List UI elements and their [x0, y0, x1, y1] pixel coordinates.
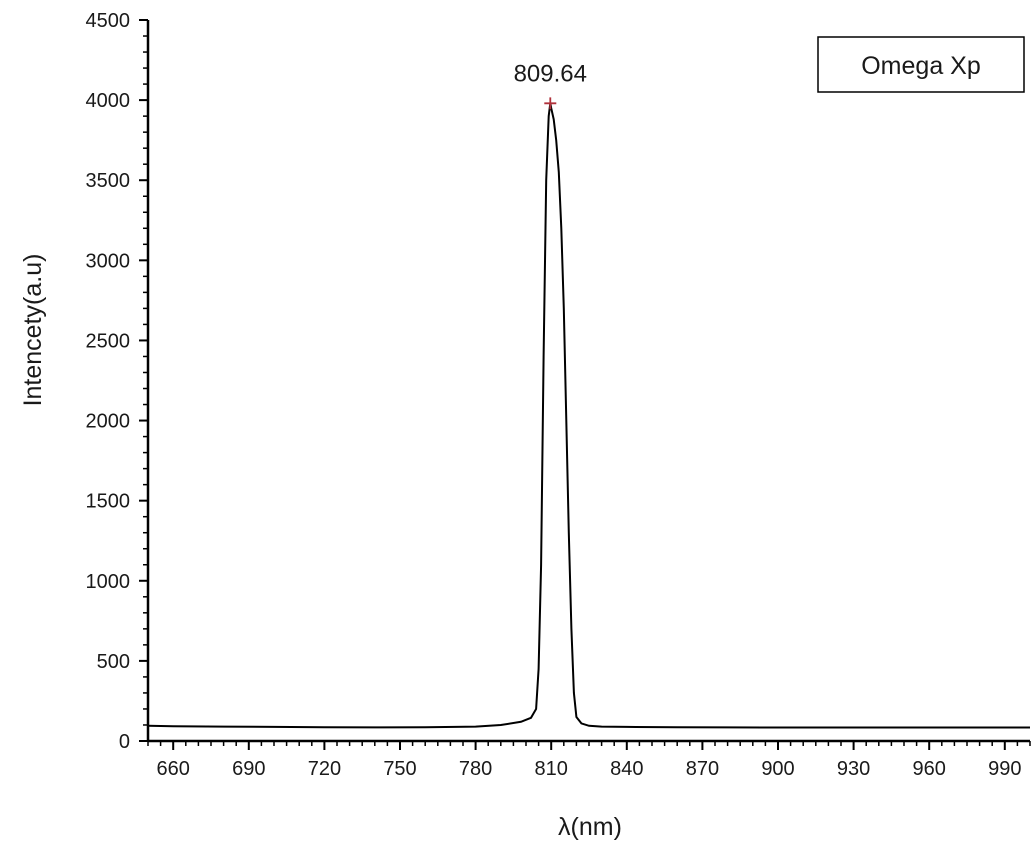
x-tick-label: 870 [686, 758, 719, 780]
legend-entry-omega-xp: Omega Xp [861, 52, 981, 80]
peak-annotation: 809.64 [514, 60, 587, 110]
y-tick-label: 3000 [86, 250, 131, 272]
x-tick-label: 660 [157, 758, 190, 780]
y-tick-label: 2500 [86, 330, 131, 352]
series-line-omega-xp [147, 103, 1030, 729]
legend-box [817, 36, 1025, 93]
y-tick-label: 3500 [86, 170, 131, 192]
x-tick-label: 930 [837, 758, 870, 780]
x-tick-label: 690 [232, 758, 265, 780]
x-tick-label: 810 [535, 758, 568, 780]
y-tick-label: 4500 [86, 10, 131, 32]
x-tick-label: 900 [761, 758, 794, 780]
legend: Omega Xp [817, 36, 1025, 93]
y-tick-label: 0 [119, 731, 130, 753]
x-tick-label: 720 [308, 758, 341, 780]
x-tick-label: 750 [383, 758, 416, 780]
x-tick-label: 780 [459, 758, 492, 780]
x-tick-label: 840 [610, 758, 643, 780]
y-tick-label: 4000 [86, 90, 131, 112]
x-axis-title: λ(nm) [558, 813, 622, 841]
x-axis-ticks: 660 690 720 750 780 810 840 870 900 930 960 990 [147, 741, 1031, 780]
y-axis-title: Intencety(a.u) [19, 254, 47, 407]
peak-label: 809.64 [514, 60, 587, 87]
y-tick-label: 2000 [86, 411, 131, 433]
peak-marker [544, 97, 557, 110]
y-tick-label: 1000 [86, 571, 131, 593]
y-axis-ticks: 0 500 1000 1500 2000 2500 3000 3500 4000 4500 [86, 10, 148, 753]
x-tick-label: 960 [913, 758, 946, 780]
y-tick-label: 500 [97, 651, 130, 673]
x-tick-label: 990 [988, 758, 1021, 780]
y-tick-label: 1500 [86, 491, 131, 513]
